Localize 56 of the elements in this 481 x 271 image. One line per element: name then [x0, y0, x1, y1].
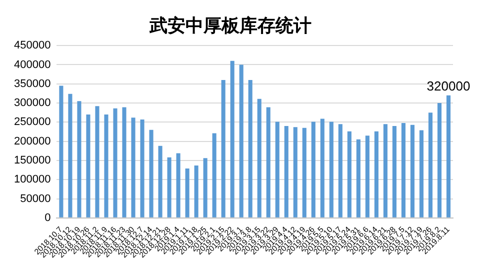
- bar: [365, 136, 370, 218]
- bar: [203, 158, 208, 218]
- bar: [104, 114, 108, 218]
- bar: [149, 130, 154, 218]
- bar: [68, 94, 72, 218]
- bar: [113, 108, 118, 218]
- bar: [95, 106, 100, 218]
- bar: [329, 122, 334, 218]
- bar: [266, 107, 270, 218]
- bar: [140, 120, 144, 218]
- bar: [293, 127, 298, 218]
- bar: [230, 60, 234, 218]
- bar: [374, 131, 378, 218]
- bar: [383, 124, 388, 218]
- bar: [437, 103, 442, 218]
- y-tick-label: 50000: [20, 192, 51, 205]
- bar: [77, 101, 82, 218]
- bar: [311, 122, 316, 218]
- bar: [212, 133, 216, 218]
- y-tick-label: 400000: [14, 58, 51, 71]
- bar: [176, 153, 180, 218]
- bar: [275, 122, 280, 218]
- bar: [338, 124, 342, 218]
- bar: [428, 112, 433, 218]
- bar: [284, 126, 288, 218]
- bar: [419, 130, 424, 218]
- bar: [131, 118, 136, 218]
- bar: [122, 107, 126, 218]
- bar: [221, 80, 226, 218]
- bar: [59, 86, 64, 218]
- bar: [392, 126, 396, 218]
- y-tick-label: 0: [44, 212, 51, 224]
- bar: [167, 157, 172, 218]
- bar: [302, 128, 306, 218]
- data-label: 320000: [426, 78, 470, 94]
- bar: [194, 165, 198, 218]
- y-tick-label: 450000: [14, 40, 51, 52]
- bar: [86, 114, 90, 218]
- bar: [446, 95, 451, 218]
- bar: [347, 131, 352, 218]
- bar: [410, 124, 414, 218]
- bar: [401, 122, 406, 218]
- y-tick-label: 300000: [14, 97, 51, 110]
- y-tick-label: 200000: [14, 135, 51, 148]
- bar: [248, 80, 252, 218]
- y-tick-label: 250000: [14, 116, 51, 128]
- bar: [257, 98, 262, 218]
- bar: [320, 118, 324, 218]
- bar: [356, 139, 360, 218]
- bar: [239, 64, 244, 218]
- y-tick-label: 350000: [14, 78, 51, 90]
- chart-title: 武安中厚板库存统计: [148, 15, 312, 36]
- bar: [158, 146, 162, 218]
- bar: [185, 168, 190, 218]
- y-tick-label: 150000: [14, 154, 51, 166]
- y-tick-label: 100000: [14, 174, 51, 186]
